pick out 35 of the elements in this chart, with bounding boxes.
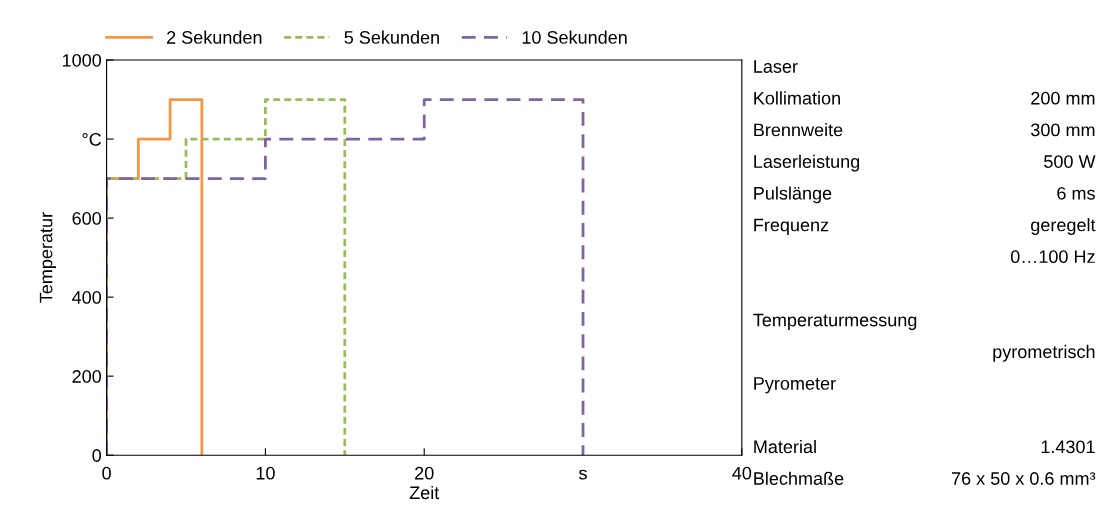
text: pyrometrisch [993,344,1095,362]
text: 1.4301 [1041,440,1095,454]
x-tick-label: 20 [415,466,434,480]
category-label: Kollimation [754,91,840,105]
x-tick-label: s [579,469,587,480]
y-tick-label: °C [82,133,102,146]
category-label: Material [754,439,816,454]
category-label: Brennweite [754,123,843,137]
category-label: Pyrometer [754,377,836,394]
y-tick-label: 600 [72,212,102,225]
y-tick-label: 0 [92,449,102,462]
category-label: Frequenz [754,218,829,235]
x-axis-title: Zeit [409,485,440,500]
text: 0…100 Hz [1010,250,1095,264]
legend-label: 2 Sekunden [167,30,262,44]
legend-label: 5 Sekunden [344,30,439,44]
x-tick-label: 0 [102,466,111,480]
y-axis-title: Temperatur [39,212,57,303]
category-label: Pulslänge [754,186,832,204]
text: 6 ms [1057,186,1095,200]
y-tick-label: 1000 [62,53,102,67]
text: geregelt [1031,218,1096,235]
category-label: Blechmaße [754,471,844,485]
text: 200 mm [1031,91,1095,105]
x-tick-label: 10 [256,466,275,480]
x-tick-label: 40 [732,466,752,480]
category-label: Laserleistung [754,154,860,172]
y-tick-label: 400 [72,291,102,304]
text: 300 mm [1031,123,1095,137]
legend-label: 10 Sekunden [522,30,627,44]
text: 76 x 50 x 0.6 mm³ [951,472,1096,485]
category-label: Laser [754,60,798,73]
category-label: Temperaturmessung [753,313,917,330]
text: 500 W [1044,155,1096,168]
y-tick-label: 200 [72,370,102,383]
